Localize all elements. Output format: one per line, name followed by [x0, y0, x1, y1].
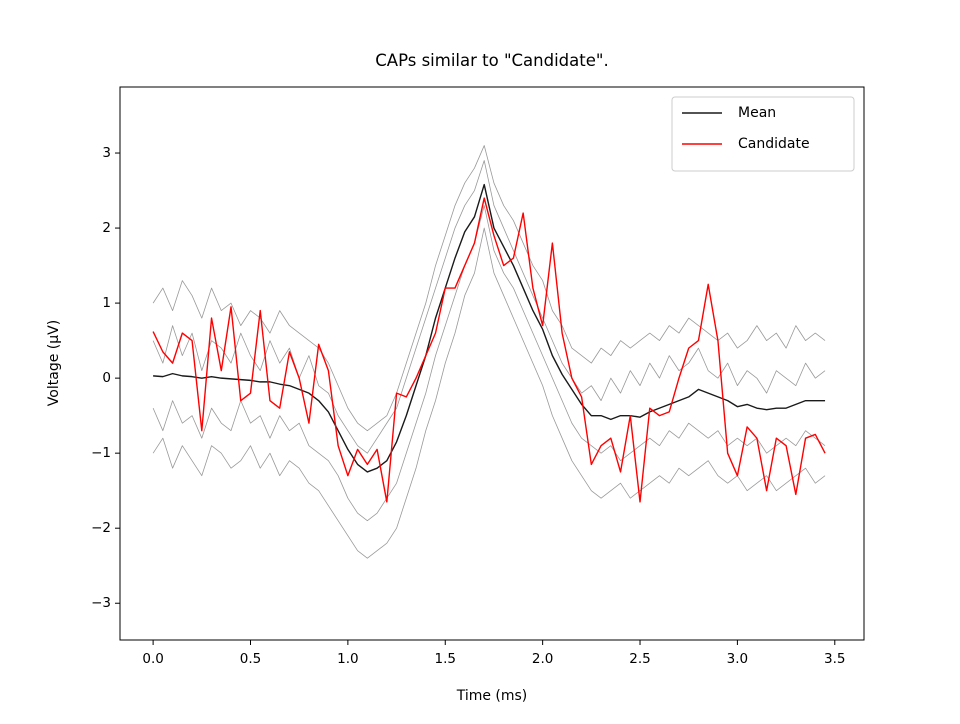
series-line: [153, 183, 826, 473]
x-tick-label: 3.0: [727, 651, 748, 667]
legend: Mean Candidate: [671, 96, 855, 172]
y-tick-label: −1: [91, 445, 111, 461]
trace-line: [152, 205, 826, 522]
trace-line: [152, 145, 826, 432]
legend-label: Mean: [738, 105, 776, 121]
trace-line: [152, 227, 826, 559]
x-axis-label: Time (ms): [456, 688, 528, 704]
y-tick-label: −2: [91, 520, 111, 536]
series-line: [152, 197, 826, 503]
y-tick-label: 2: [102, 220, 111, 236]
legend-label: Candidate: [738, 136, 810, 152]
y-tick-label: 3: [102, 145, 111, 161]
y-axis-label: Voltage (μV): [46, 320, 62, 406]
x-tick-label: 3.5: [824, 651, 845, 667]
x-tick-label: 2.5: [629, 651, 650, 667]
y-tick-label: −3: [91, 595, 111, 611]
y-tick-label: 1: [102, 295, 111, 311]
plot-frame: [119, 86, 865, 641]
plot-lines: [152, 145, 826, 559]
legend-box: [671, 96, 855, 172]
y-tick-label: 0: [102, 370, 111, 386]
x-tick-label: 2.0: [532, 651, 553, 667]
chart-title: CAPs similar to "Candidate".: [375, 51, 608, 70]
x-tick-label: 0.5: [240, 651, 261, 667]
x-tick-label: 1.0: [337, 651, 358, 667]
x-tick-label: 0.0: [142, 651, 163, 667]
x-tick-label: 1.5: [435, 651, 456, 667]
